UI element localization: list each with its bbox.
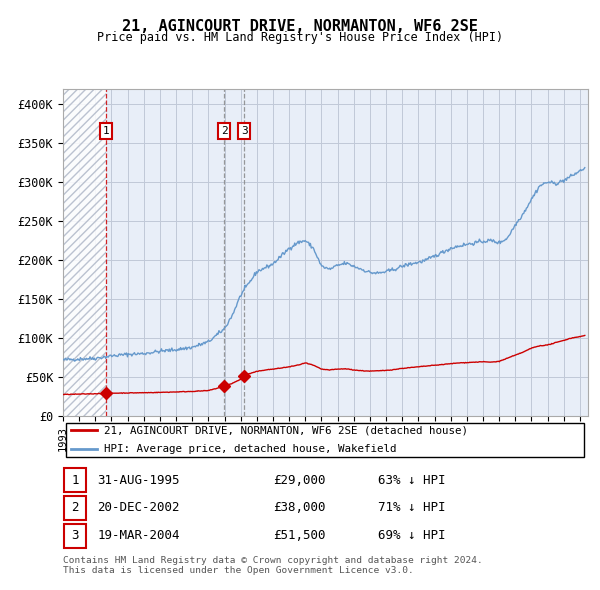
Text: 31-AUG-1995: 31-AUG-1995 (97, 474, 179, 487)
Text: 1: 1 (103, 126, 109, 136)
Text: Price paid vs. HM Land Registry's House Price Index (HPI): Price paid vs. HM Land Registry's House … (97, 31, 503, 44)
Text: £38,000: £38,000 (273, 502, 325, 514)
FancyBboxPatch shape (65, 422, 584, 457)
Text: 21, AGINCOURT DRIVE, NORMANTON, WF6 2SE (detached house): 21, AGINCOURT DRIVE, NORMANTON, WF6 2SE … (104, 425, 468, 435)
Text: 3: 3 (71, 529, 79, 542)
Text: 69% ↓ HPI: 69% ↓ HPI (378, 529, 445, 542)
Text: Contains HM Land Registry data © Crown copyright and database right 2024.
This d: Contains HM Land Registry data © Crown c… (63, 556, 483, 575)
FancyBboxPatch shape (64, 496, 86, 520)
Text: £29,000: £29,000 (273, 474, 325, 487)
Text: 2: 2 (71, 502, 79, 514)
Bar (63, 88, 106, 416)
Text: 21, AGINCOURT DRIVE, NORMANTON, WF6 2SE: 21, AGINCOURT DRIVE, NORMANTON, WF6 2SE (122, 19, 478, 34)
Text: 19-MAR-2004: 19-MAR-2004 (97, 529, 179, 542)
Text: HPI: Average price, detached house, Wakefield: HPI: Average price, detached house, Wake… (104, 444, 397, 454)
Text: 20-DEC-2002: 20-DEC-2002 (97, 502, 179, 514)
Text: 1: 1 (71, 474, 79, 487)
Text: 3: 3 (241, 126, 248, 136)
Text: 2: 2 (221, 126, 227, 136)
Text: £51,500: £51,500 (273, 529, 325, 542)
Text: 71% ↓ HPI: 71% ↓ HPI (378, 502, 445, 514)
Text: 63% ↓ HPI: 63% ↓ HPI (378, 474, 445, 487)
FancyBboxPatch shape (64, 468, 86, 492)
FancyBboxPatch shape (64, 524, 86, 548)
